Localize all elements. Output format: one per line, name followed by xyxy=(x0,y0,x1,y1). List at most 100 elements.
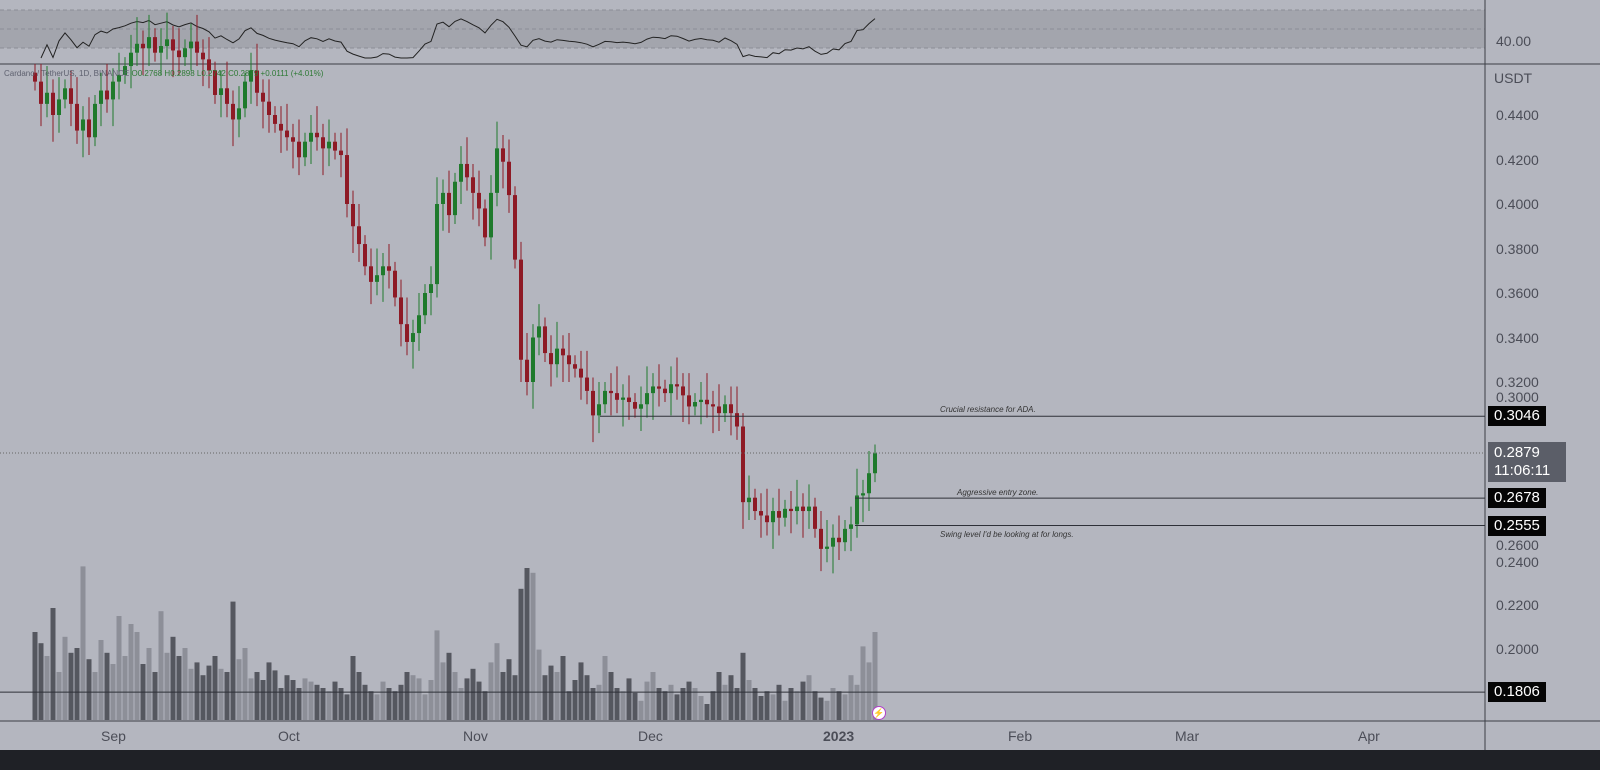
volume-bar xyxy=(116,616,122,720)
candle-body xyxy=(177,50,181,58)
candle-body xyxy=(399,297,403,325)
candle-body xyxy=(765,515,769,523)
candle-body xyxy=(483,208,487,238)
legend-low: L0.2742 xyxy=(196,69,226,78)
candle-body xyxy=(759,511,763,516)
volume-bar xyxy=(704,704,710,720)
price-tick: 0.3200 xyxy=(1496,374,1539,390)
candle-body xyxy=(363,244,367,267)
volume-bar xyxy=(566,691,572,720)
price-tick: 0.2600 xyxy=(1496,537,1539,553)
candle-body xyxy=(843,528,847,543)
candle-body xyxy=(579,368,583,378)
volume-bar xyxy=(146,648,152,720)
candle-body xyxy=(609,390,613,394)
volume-bar xyxy=(512,675,518,720)
volume-bar xyxy=(752,688,758,720)
candle-body xyxy=(135,43,139,53)
candle-body xyxy=(345,155,349,204)
volume-bar xyxy=(602,656,608,720)
time-tick: 2023 xyxy=(823,728,855,744)
candle-body xyxy=(849,524,853,529)
price-tick: 0.3000 xyxy=(1496,389,1539,405)
volume-bar xyxy=(404,672,410,720)
symbol-legend: Cardano / TetherUS, 1D, BINANCE O0.2768 … xyxy=(4,69,323,78)
candle-body xyxy=(273,115,277,124)
candle-body xyxy=(783,508,787,518)
volume-bar xyxy=(824,700,830,720)
volume-bar xyxy=(284,675,290,720)
time-tick: Mar xyxy=(1175,728,1200,744)
volume-bar xyxy=(56,672,62,720)
legend-open: O0.2768 xyxy=(131,69,163,78)
candle-body xyxy=(393,270,397,298)
candle-body xyxy=(375,275,379,282)
lightning-icon[interactable]: ⚡ xyxy=(872,706,886,720)
volume-bar xyxy=(164,652,170,720)
volume-bar xyxy=(548,665,554,720)
volume-bar xyxy=(242,648,248,720)
candle-body xyxy=(255,70,259,93)
candle-body xyxy=(405,324,409,342)
volume-bar xyxy=(698,696,704,720)
volume-bar xyxy=(200,675,206,720)
candle-body xyxy=(591,390,595,416)
volume-bar xyxy=(98,640,104,720)
time-tick: Sep xyxy=(101,728,126,744)
volume-bar xyxy=(644,681,650,720)
volume-bar xyxy=(794,691,800,720)
current-price: 0.2879 xyxy=(1494,444,1540,461)
volume-bar xyxy=(206,665,212,720)
candle-body xyxy=(537,326,541,338)
volume-bar xyxy=(692,688,698,720)
candle-body xyxy=(291,137,295,142)
candle-body xyxy=(63,88,67,100)
price-tick: 0.2200 xyxy=(1496,596,1539,613)
volume-bar xyxy=(440,662,446,720)
volume-bar xyxy=(872,632,878,720)
volume-bar xyxy=(128,624,134,720)
volume-bar xyxy=(866,662,872,720)
volume-bar xyxy=(836,691,842,720)
price-tick: 0.2400 xyxy=(1496,554,1539,570)
volume-bar xyxy=(308,681,314,720)
volume-bar xyxy=(530,572,536,720)
volume-bar xyxy=(374,694,380,720)
volume-bar xyxy=(656,688,662,720)
candle-body xyxy=(585,377,589,391)
volume-bar xyxy=(266,662,272,720)
candle-body xyxy=(717,406,721,414)
volume-bar xyxy=(134,632,140,720)
candle-body xyxy=(45,92,49,104)
candle-body xyxy=(627,397,631,403)
candle-body xyxy=(831,537,835,547)
bottom-bar xyxy=(0,750,1600,770)
candle-body xyxy=(285,130,289,138)
volume-bar xyxy=(596,684,602,720)
candle-body xyxy=(681,386,685,396)
volume-bar xyxy=(326,691,332,720)
price-tick: 0.4000 xyxy=(1496,196,1539,212)
candle-body xyxy=(99,90,103,104)
volume-bar xyxy=(32,632,38,720)
volume-bar xyxy=(788,688,794,720)
volume-bar xyxy=(188,668,194,720)
volume-bar xyxy=(680,688,686,720)
volume-bar xyxy=(740,652,746,720)
volume-bar xyxy=(62,636,68,720)
volume-bar xyxy=(254,672,260,720)
candle-body xyxy=(573,364,577,369)
volume-bar xyxy=(710,691,716,720)
price-tick: 0.3800 xyxy=(1496,240,1539,257)
volume-bar xyxy=(662,691,668,720)
volume-bar xyxy=(578,662,584,720)
candle-body xyxy=(639,404,643,409)
candle-body xyxy=(351,204,355,227)
volume-bar xyxy=(482,691,488,720)
volume-bar xyxy=(590,688,596,720)
candle-body xyxy=(549,353,553,365)
time-tick: Nov xyxy=(463,728,488,744)
volume-bar xyxy=(776,684,782,720)
volume-bar xyxy=(296,688,302,720)
